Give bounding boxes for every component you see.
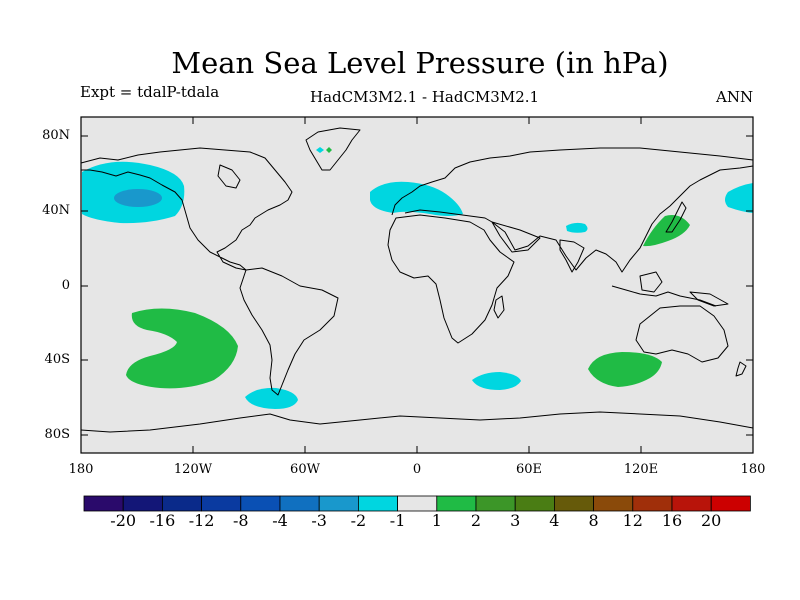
colorbar-box xyxy=(83,495,124,512)
lat-label-40n: 40N xyxy=(42,203,70,218)
colorbar-label: -2 xyxy=(350,511,367,530)
colorbar-label: -16 xyxy=(149,511,176,530)
coastline-arabia xyxy=(491,221,541,253)
colorbar-label: -3 xyxy=(311,511,327,530)
colorbar-label: -4 xyxy=(272,511,288,530)
colorbar-box xyxy=(357,495,398,512)
colorbar-label: 2 xyxy=(470,511,482,530)
coastline-mediterranean xyxy=(404,209,493,223)
coastline-madagascar xyxy=(493,295,505,319)
colorbar-label: -1 xyxy=(389,511,406,530)
north-west-pacific-low xyxy=(725,183,753,213)
colorbar-label: -20 xyxy=(110,511,137,530)
colorbar-boxes xyxy=(83,495,751,512)
greenland-low xyxy=(316,147,324,153)
lat-label-80n: 80N xyxy=(42,128,70,143)
south-pacific-high xyxy=(126,308,238,389)
colorbar-box xyxy=(514,495,555,512)
lon-label-180-east: 180 xyxy=(740,462,766,477)
lon-label-180-west: 180 xyxy=(68,462,94,477)
colorbar-box xyxy=(710,495,751,512)
lat-label-0: 0 xyxy=(61,278,70,293)
coastlines xyxy=(80,127,754,433)
south-indian-low xyxy=(472,372,521,390)
model-comparison-label: HadCM3M2.1 - HadCM3M2.1 xyxy=(310,88,540,106)
lon-label-120w: 120W xyxy=(173,462,213,477)
north-pacific-low-core xyxy=(114,189,162,207)
south-america-low xyxy=(245,387,298,409)
coastline-borneo xyxy=(639,271,663,293)
colorbar-box xyxy=(436,495,477,512)
middle-east-low xyxy=(566,222,588,233)
colorbar-label: 20 xyxy=(701,511,722,530)
colorbar-box xyxy=(161,495,202,512)
coastline-hudson-bay xyxy=(217,164,241,189)
lon-label-60w: 60W xyxy=(290,462,320,477)
axis-ticks xyxy=(81,117,753,453)
colorbar-label: 1 xyxy=(431,511,442,530)
coastline-new-guinea xyxy=(689,291,729,307)
colorbar-label: 3 xyxy=(510,511,521,530)
coastline-north-america xyxy=(80,147,293,271)
season-label: ANN xyxy=(716,88,754,106)
lat-label-40s: 40S xyxy=(44,352,70,367)
coastline-new-zealand xyxy=(735,361,747,377)
coastline-australia xyxy=(635,305,729,363)
colorbar-box xyxy=(240,495,281,512)
colorbar-box xyxy=(475,495,516,512)
colorbar-label: 8 xyxy=(588,511,599,530)
coastline-india xyxy=(559,239,585,273)
coastline-greenland xyxy=(305,127,361,171)
colorbar-box xyxy=(318,495,359,512)
coastline-south-america xyxy=(239,267,339,396)
coastline-japan xyxy=(665,201,687,233)
colorbar-label: -8 xyxy=(233,511,249,530)
colorbar-label: -12 xyxy=(188,511,215,530)
coastline-europe xyxy=(391,147,754,216)
lon-label-120e: 120E xyxy=(623,462,659,477)
colorbar-label: 12 xyxy=(622,511,643,530)
lon-label-60e: 60E xyxy=(515,462,543,477)
plot-title: Mean Sea Level Pressure (in hPa) xyxy=(171,46,669,80)
north-atlantic-europe-low xyxy=(370,181,463,216)
experiment-label: Expt = tdalP-tdala xyxy=(80,83,220,101)
colorbar-box xyxy=(671,495,712,512)
lon-label-0: 0 xyxy=(412,462,422,477)
colorbar-box xyxy=(593,495,634,512)
south-east-indian-high xyxy=(588,352,662,387)
colorbar-box xyxy=(632,495,673,512)
colorbar-box xyxy=(397,495,438,512)
coastline-antarctica xyxy=(80,411,754,433)
coastline-africa xyxy=(387,214,515,344)
colorbar-box xyxy=(201,495,242,512)
greenland-high xyxy=(326,147,332,153)
colorbar-label: 4 xyxy=(549,511,560,530)
coastline-asia xyxy=(491,165,754,273)
colorbar-box xyxy=(279,495,320,512)
colorbar-box xyxy=(554,495,595,512)
colorbar-label: 16 xyxy=(661,511,683,530)
colorbar-box xyxy=(122,495,163,512)
lat-label-80s: 80S xyxy=(44,427,70,442)
